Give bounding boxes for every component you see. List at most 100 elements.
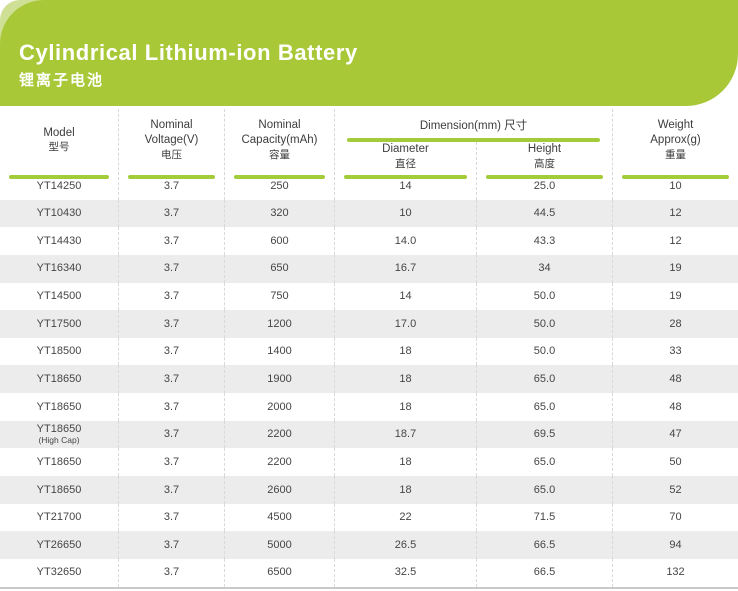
- table-row: YT10430 3.7 320 10 44.5 12: [0, 199, 738, 228]
- model-value: YT10430: [36, 207, 82, 220]
- height-value: 44.5: [533, 207, 556, 220]
- diameter-value: 18.7: [394, 428, 417, 441]
- cell-voltage: 3.7: [119, 448, 225, 477]
- weight-value: 33: [669, 345, 682, 358]
- capacity-value: 2200: [267, 428, 292, 441]
- cell-model: YT18650: [0, 476, 119, 504]
- cell-weight: 70: [613, 504, 738, 532]
- cell-height: 69.5: [477, 420, 613, 449]
- header-label-zh: 型号: [48, 141, 70, 154]
- diameter-value: 32.5: [394, 566, 417, 579]
- cell-diameter: 14: [335, 282, 477, 311]
- model-value: YT21700: [36, 511, 82, 524]
- height-value: 50.0: [533, 290, 556, 303]
- cell-height: 71.5: [477, 503, 613, 532]
- table-row: YT18500 3.7 1400 18 50.0 33: [0, 337, 738, 366]
- diameter-value: 17.0: [394, 317, 417, 330]
- header-label-zh: 高度: [534, 157, 555, 170]
- weight-value: 12: [669, 207, 682, 220]
- table-row: YT18650 3.7 2000 18 65.0 48: [0, 393, 738, 421]
- header-label: Model: [43, 126, 75, 139]
- table-row: YT32650 3.7 6500 32.5 66.5 132: [0, 558, 738, 587]
- header-underline: [622, 175, 729, 180]
- header-underline: [234, 175, 325, 180]
- cell-model: YT14250: [0, 172, 119, 200]
- diameter-value: 18: [399, 345, 412, 358]
- cell-voltage: 3.7: [119, 531, 225, 559]
- voltage-value: 3.7: [163, 428, 180, 441]
- model-value: YT14250: [36, 179, 82, 192]
- table-row: YT14500 3.7 750 14 50.0 19: [0, 282, 738, 311]
- height-value: 65.0: [533, 483, 556, 496]
- capacity-value: 600: [270, 234, 289, 247]
- model-value: YT18650: [36, 400, 82, 413]
- voltage-value: 3.7: [163, 345, 180, 358]
- cell-diameter: 22: [335, 503, 477, 532]
- model-value: YT14430: [36, 234, 82, 247]
- model-value: YT17500: [36, 317, 82, 330]
- height-value: 65.0: [533, 455, 556, 468]
- capacity-value: 320: [270, 207, 289, 220]
- header-underline: [128, 175, 215, 180]
- header-cell-voltage: Nominal Voltage(V) 电压: [119, 109, 225, 181]
- header-banner-area: Cylindrical Lithium-ion Battery 锂离子电池: [0, 0, 738, 106]
- cell-model: YT21700: [0, 503, 119, 532]
- header-label: Weight: [657, 119, 694, 132]
- cell-weight: 52: [613, 476, 738, 504]
- cell-weight: 48: [613, 365, 738, 393]
- page-subtitle: 锂离子电池: [19, 72, 105, 89]
- height-value: 66.5: [533, 566, 556, 579]
- header-label: Capacity(mAh): [241, 133, 318, 146]
- model-value: YT18650: [36, 372, 82, 385]
- weight-value: 19: [669, 262, 682, 275]
- cell-diameter: 26.5: [335, 531, 477, 559]
- cell-model: YT14430: [0, 227, 119, 255]
- cell-diameter: 18: [335, 365, 477, 394]
- table-row: YT16340 3.7 650 16.7 34 19: [0, 254, 738, 283]
- height-value: 43.3: [533, 234, 556, 247]
- cell-diameter: 18: [335, 476, 477, 504]
- capacity-value: 2600: [267, 483, 292, 496]
- cell-model: YT14500: [0, 282, 119, 311]
- cell-weight: 12: [613, 200, 738, 228]
- capacity-value: 1400: [267, 345, 292, 358]
- cell-height: 65.0: [477, 448, 613, 477]
- cell-height: 50.0: [477, 282, 613, 311]
- voltage-value: 3.7: [163, 372, 180, 385]
- cell-height: 65.0: [477, 476, 613, 504]
- cell-diameter: 14.0: [335, 227, 477, 255]
- header-underline: [9, 175, 109, 180]
- height-value: 69.5: [533, 428, 556, 441]
- cell-voltage: 3.7: [119, 503, 225, 532]
- cell-voltage: 3.7: [119, 227, 225, 255]
- weight-value: 132: [666, 566, 685, 579]
- table-row: YT21700 3.7 4500 22 71.5 70: [0, 503, 738, 532]
- cell-diameter: 10: [335, 199, 477, 228]
- cell-model: YT10430: [0, 199, 119, 228]
- cell-capacity: 2000: [225, 393, 335, 421]
- capacity-value: 1200: [267, 317, 292, 330]
- weight-value: 48: [669, 400, 682, 413]
- cell-voltage: 3.7: [119, 254, 225, 283]
- table-row: YT18650 3.7 2600 18 65.0 52: [0, 476, 738, 504]
- cell-capacity: 4500: [225, 503, 335, 532]
- cell-capacity: 5000: [225, 531, 335, 559]
- header-label: Height: [527, 143, 562, 155]
- capacity-value: 2200: [267, 455, 292, 468]
- voltage-value: 3.7: [163, 455, 180, 468]
- cell-weight: 94: [613, 531, 738, 559]
- header-label-dimension: Dimension(mm) 尺寸: [419, 120, 528, 132]
- header-underline: [344, 175, 467, 180]
- cell-model: YT16340: [0, 254, 119, 283]
- weight-value: 48: [669, 372, 682, 385]
- header-cell-diameter: Diameter 直径: [335, 142, 477, 181]
- cell-voltage: 3.7: [119, 558, 225, 587]
- diameter-value: 16.7: [394, 262, 417, 275]
- cell-capacity: 1900: [225, 365, 335, 394]
- cell-voltage: 3.7: [119, 172, 225, 200]
- dimension-group-underline: [347, 138, 600, 142]
- cell-model: YT18650: [0, 393, 119, 421]
- weight-value: 10: [669, 179, 682, 192]
- cell-model: YT18650 (High Cap): [0, 420, 119, 449]
- cell-height: 65.0: [477, 393, 613, 421]
